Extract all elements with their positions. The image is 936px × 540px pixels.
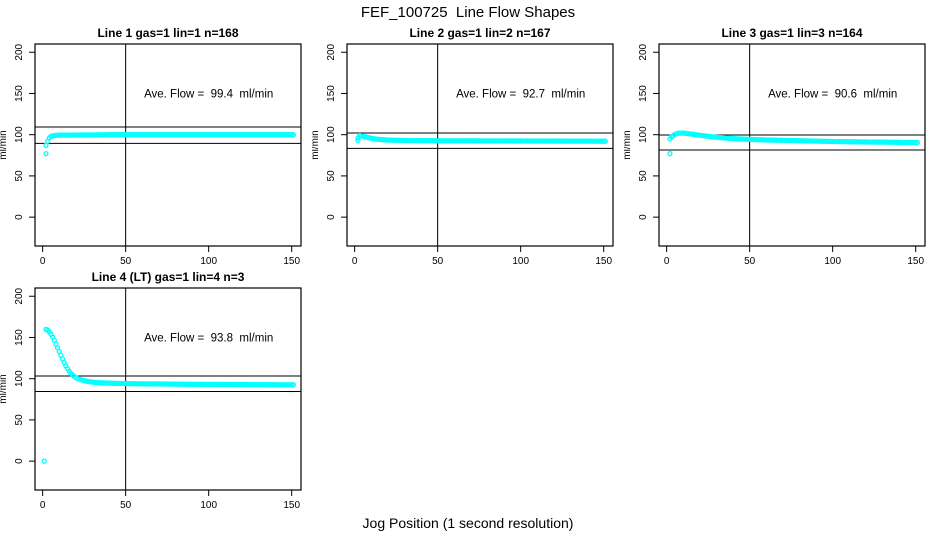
plot-area-line-4: 0 50 100 150 0 50 100 150 200 ml/min Ave. Flow = 9… xyxy=(0,268,312,514)
plot-svg: 0 50 100 150 0 50 100 150 200 ml/min Ave. Flow = 9… xyxy=(0,287,302,511)
panel-title-line-4: Line 4 (LT) gas=1 lin=4 n=3 xyxy=(91,270,245,284)
figure-title: FEF_100725 Line Flow Shapes xyxy=(360,4,576,21)
x-tick-label: 150 xyxy=(907,256,924,267)
x-tick-label: 150 xyxy=(283,500,300,511)
x-tick-label: 100 xyxy=(200,500,217,511)
x-tick-label: 50 xyxy=(744,256,756,267)
plot-svg: 0 50 100 150 0 50 100 150 200 ml/min Ave. Flow = 9… xyxy=(312,43,614,267)
ave-flow-annotation: Ave. Flow = 90.6 ml/min xyxy=(768,88,897,100)
x-tick-label: 100 xyxy=(512,256,529,267)
plot-area-line-3: 0 50 100 150 0 50 100 150 200 ml/min Ave. Flow = 9… xyxy=(624,24,936,270)
x-tick-label: 0 xyxy=(40,256,46,267)
data-point xyxy=(914,139,921,146)
plot-frame xyxy=(658,43,926,247)
y-tick-label: 100 xyxy=(326,126,337,143)
x-tick-label: 0 xyxy=(664,256,670,267)
panel-line-1: Line 1 gas=1 lin=1 n=168 0 50 100 150 0 50 100… xyxy=(0,24,312,270)
y-tick-label: 0 xyxy=(638,214,649,220)
x-axis-label: Jog Position (1 second resolution) xyxy=(362,515,574,531)
y-tick-label: 150 xyxy=(326,85,337,102)
x-tick-label: 100 xyxy=(824,256,841,267)
y-axis-label: ml/min xyxy=(312,130,321,159)
data-point xyxy=(290,382,297,388)
panel-line-2: Line 2 gas=1 lin=2 n=167 0 50 100 150 0 50 100… xyxy=(312,24,624,270)
plot-frame xyxy=(34,287,302,491)
plot-frame xyxy=(346,43,614,247)
data-point xyxy=(43,142,49,149)
y-tick-label: 200 xyxy=(638,43,649,60)
panel-line-3: Line 3 gas=1 lin=3 n=164 0 50 100 150 0 50 100… xyxy=(624,24,936,270)
y-axis-label: ml/min xyxy=(0,374,9,403)
plot-frame xyxy=(34,43,302,247)
y-tick-label: 0 xyxy=(14,458,25,464)
y-tick-label: 100 xyxy=(14,370,25,387)
y-tick-label: 100 xyxy=(14,126,25,143)
x-tick-label: 50 xyxy=(120,256,132,267)
x-tick-label: 0 xyxy=(352,256,358,267)
plot-area-line-2: 0 50 100 150 0 50 100 150 200 ml/min Ave. Flow = 9… xyxy=(312,24,624,270)
x-tick-label: 150 xyxy=(283,256,300,267)
outlier-point xyxy=(41,458,47,464)
y-tick-label: 200 xyxy=(14,287,25,304)
ave-flow-annotation: Ave. Flow = 99.4 ml/min xyxy=(144,88,273,100)
y-axis-label: ml/min xyxy=(0,130,9,159)
y-tick-label: 0 xyxy=(14,214,25,220)
plot-area-line-1: 0 50 100 150 0 50 100 150 200 ml/min Ave. Flow = 9… xyxy=(0,24,312,270)
y-tick-label: 0 xyxy=(326,214,337,220)
outlier-point xyxy=(43,151,49,157)
x-tick-label: 100 xyxy=(200,256,217,267)
y-axis-label: ml/min xyxy=(624,130,633,159)
x-tick-label: 50 xyxy=(432,256,444,267)
plot-svg: 0 50 100 150 0 50 100 150 200 ml/min Ave. Flow = 9… xyxy=(0,43,302,267)
outlier-point xyxy=(355,137,361,144)
y-tick-label: 100 xyxy=(638,126,649,143)
y-tick-label: 200 xyxy=(326,43,337,60)
y-tick-label: 150 xyxy=(638,85,649,102)
y-tick-label: 200 xyxy=(14,43,25,60)
x-tick-label: 0 xyxy=(40,500,46,511)
panel-title-line-2: Line 2 gas=1 lin=2 n=167 xyxy=(409,26,551,40)
y-tick-label: 150 xyxy=(14,85,25,102)
y-tick-label: 50 xyxy=(14,414,25,426)
plot-svg: 0 50 100 150 0 50 100 150 200 ml/min Ave. Flow = 9… xyxy=(624,43,926,267)
outlier-point xyxy=(667,151,673,157)
y-tick-label: 50 xyxy=(326,170,337,182)
y-tick-label: 50 xyxy=(14,170,25,182)
ave-flow-annotation: Ave. Flow = 92.7 ml/min xyxy=(456,88,585,100)
panel-line-4: Line 4 (LT) gas=1 lin=4 n=3 0 50 100 150 0 50… xyxy=(0,268,312,514)
y-tick-label: 50 xyxy=(638,170,649,182)
data-point xyxy=(602,138,609,144)
panel-title-line-3: Line 3 gas=1 lin=3 n=164 xyxy=(721,26,863,40)
data-point xyxy=(290,132,297,138)
y-tick-label: 150 xyxy=(14,329,25,346)
ave-flow-annotation: Ave. Flow = 93.8 ml/min xyxy=(144,332,273,344)
x-tick-label: 150 xyxy=(595,256,612,267)
x-tick-label: 50 xyxy=(120,500,132,511)
panel-title-line-1: Line 1 gas=1 lin=1 n=168 xyxy=(97,26,239,40)
